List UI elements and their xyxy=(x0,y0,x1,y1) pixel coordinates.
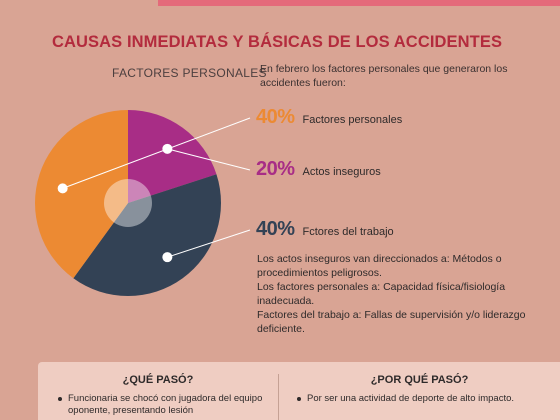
what-happened-column: ¿QUÉ PASÓ? Funcionaria se chocó con juga… xyxy=(38,374,278,417)
what-happened-list: Funcionaria se chocó con jugadora del eq… xyxy=(58,393,268,417)
connector-line xyxy=(62,117,251,189)
note-factores-trabajo: Factores del trabajo a: Fallas de superv… xyxy=(257,309,526,335)
pie-slice-actos-inseguros xyxy=(128,110,217,203)
page-title: CAUSAS INMEDIATAS Y BÁSICAS DE LOS ACCID… xyxy=(52,33,503,51)
legend-label: Factores personales xyxy=(302,114,403,126)
legend-label: Fctores del trabajo xyxy=(302,226,394,238)
list-item: Por ser una actividad de deporte de alto… xyxy=(297,393,560,405)
pie-slice-factores-personales xyxy=(35,110,128,279)
pie-chart xyxy=(35,110,251,296)
legend-item-actos-inseguros: 20% Actos inseguros xyxy=(256,158,381,181)
note-factores-personales: Los factores personales a: Capacidad fís… xyxy=(257,281,506,307)
pie-center-highlight xyxy=(104,179,152,227)
chart-subtitle: FACTORES PERSONALES xyxy=(112,66,267,80)
why-happened-heading: ¿POR QUÉ PASÓ? xyxy=(370,374,469,386)
why-happened-list: Por ser una actividad de deporte de alto… xyxy=(297,393,560,405)
connector-dot xyxy=(57,183,68,194)
panel-divider xyxy=(278,374,279,420)
slice-value-label: 40% xyxy=(256,106,295,128)
notes-block: Los actos inseguros van direccionados a:… xyxy=(257,252,542,336)
what-happened-heading: ¿QUÉ PASÓ? xyxy=(122,374,194,386)
note-actos-inseguros: Los actos inseguros van direccionados a:… xyxy=(257,253,502,279)
incident-panel: ¿QUÉ PASÓ? Funcionaria se chocó con juga… xyxy=(38,362,560,420)
connector-dot xyxy=(162,252,173,263)
connector-line xyxy=(167,148,251,171)
pie-slice-fctores-del-trabajo xyxy=(73,174,221,296)
top-accent-band xyxy=(158,0,560,6)
slice-value-label: 40% xyxy=(256,218,295,240)
list-item: Funcionaria se chocó con jugadora del eq… xyxy=(58,393,268,417)
legend-label: Actos inseguros xyxy=(302,166,381,178)
why-happened-column: ¿POR QUÉ PASÓ? Por ser una actividad de … xyxy=(279,374,560,405)
connector-line xyxy=(167,229,251,258)
legend-item-fctores-del-trabajo: 40% Fctores del trabajo xyxy=(256,218,394,241)
slice-value-label: 20% xyxy=(256,158,295,180)
legend-item-factores-personales: 40% Factores personales xyxy=(256,106,402,129)
intro-text: En febrero los factores personales que g… xyxy=(260,63,508,89)
